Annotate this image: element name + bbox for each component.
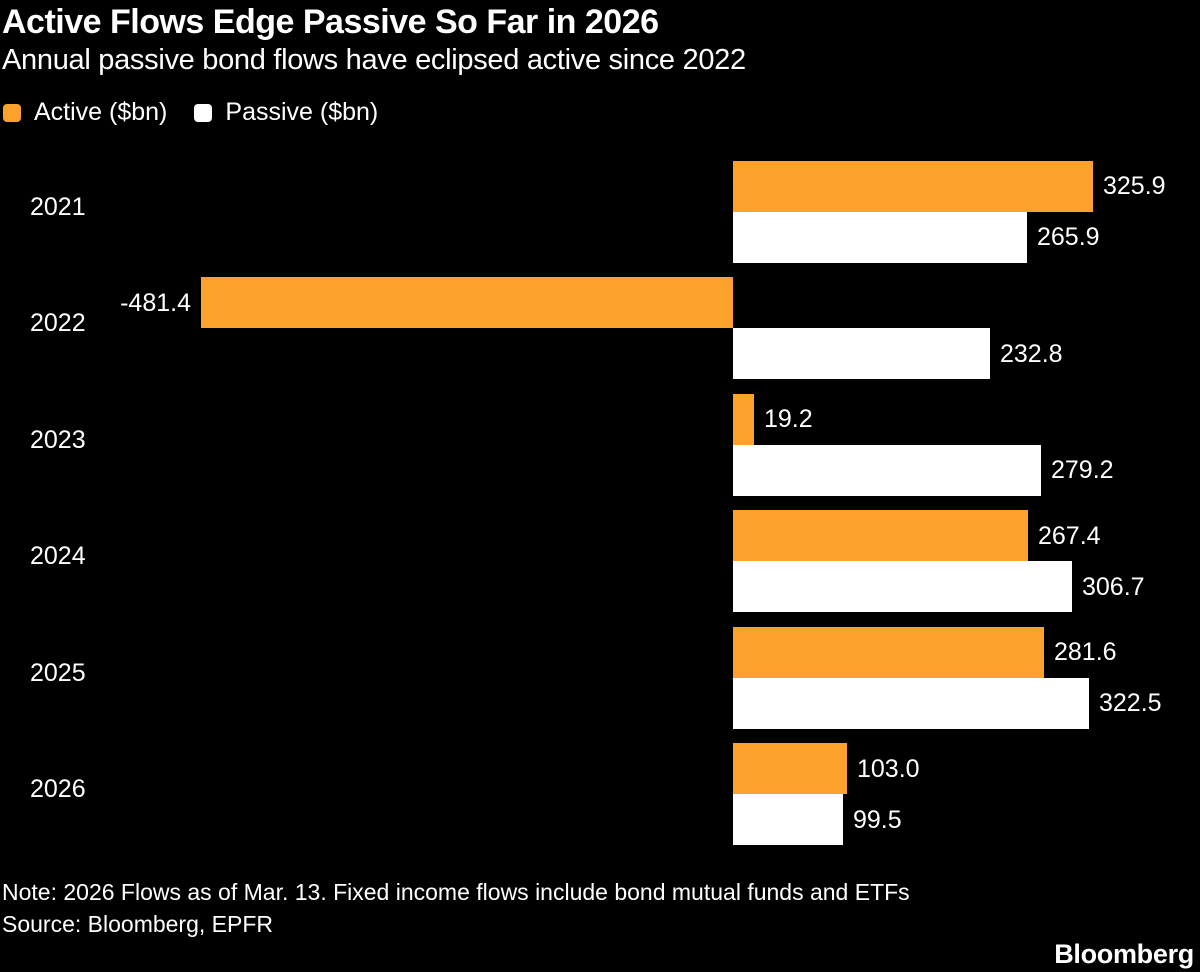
legend: Active ($bn) Passive ($bn) [3, 98, 378, 127]
value-label-passive-2024: 306.7 [1082, 573, 1145, 601]
bar-active-2022 [201, 277, 733, 328]
value-label-passive-2025: 322.5 [1099, 689, 1162, 717]
value-label-active-2022: -481.4 [120, 289, 191, 317]
active-series-swatch-icon [3, 103, 21, 122]
legend-item-passive: Passive ($bn) [194, 98, 378, 127]
chart-note: Note: 2026 Flows as of Mar. 13. Fixed in… [2, 879, 910, 905]
value-label-passive-2026: 99.5 [853, 806, 902, 834]
category-label-2023: 2023 [30, 426, 86, 454]
value-label-active-2021: 325.9 [1103, 172, 1166, 200]
bar-passive-2026 [733, 794, 843, 845]
category-label-2025: 2025 [30, 659, 86, 687]
bar-passive-2024 [733, 561, 1072, 612]
value-label-active-2025: 281.6 [1054, 638, 1117, 666]
bloomberg-logo: Bloomberg [1054, 939, 1194, 969]
legend-item-active: Active ($bn) [3, 98, 167, 127]
bar-passive-2025 [733, 678, 1089, 729]
chart-source: Source: Bloomberg, EPFR [2, 911, 274, 937]
category-label-2026: 2026 [30, 775, 86, 803]
bar-passive-2022 [733, 328, 990, 379]
value-label-passive-2022: 232.8 [1000, 340, 1063, 368]
category-label-2022: 2022 [30, 309, 86, 337]
bar-active-2025 [733, 627, 1044, 678]
chart-title: Active Flows Edge Passive So Far in 2026 [2, 3, 659, 41]
legend-label-active: Active ($bn) [34, 98, 168, 126]
value-label-passive-2023: 279.2 [1051, 456, 1114, 484]
legend-label-passive: Passive ($bn) [225, 98, 379, 126]
category-label-2021: 2021 [30, 193, 86, 221]
bar-passive-2021 [733, 212, 1027, 263]
bar-active-2026 [733, 743, 847, 794]
bar-active-2021 [733, 161, 1093, 212]
passive-series-swatch-icon [194, 103, 213, 122]
bar-passive-2023 [733, 445, 1041, 496]
chart-subtitle: Annual passive bond flows have eclipsed … [2, 44, 746, 76]
value-label-active-2023: 19.2 [764, 405, 813, 433]
category-label-2024: 2024 [30, 542, 86, 570]
value-label-passive-2021: 265.9 [1037, 223, 1100, 251]
value-label-active-2024: 267.4 [1038, 522, 1101, 550]
value-label-active-2026: 103.0 [857, 755, 920, 783]
bar-active-2024 [733, 510, 1028, 561]
bar-active-2023 [733, 394, 754, 445]
